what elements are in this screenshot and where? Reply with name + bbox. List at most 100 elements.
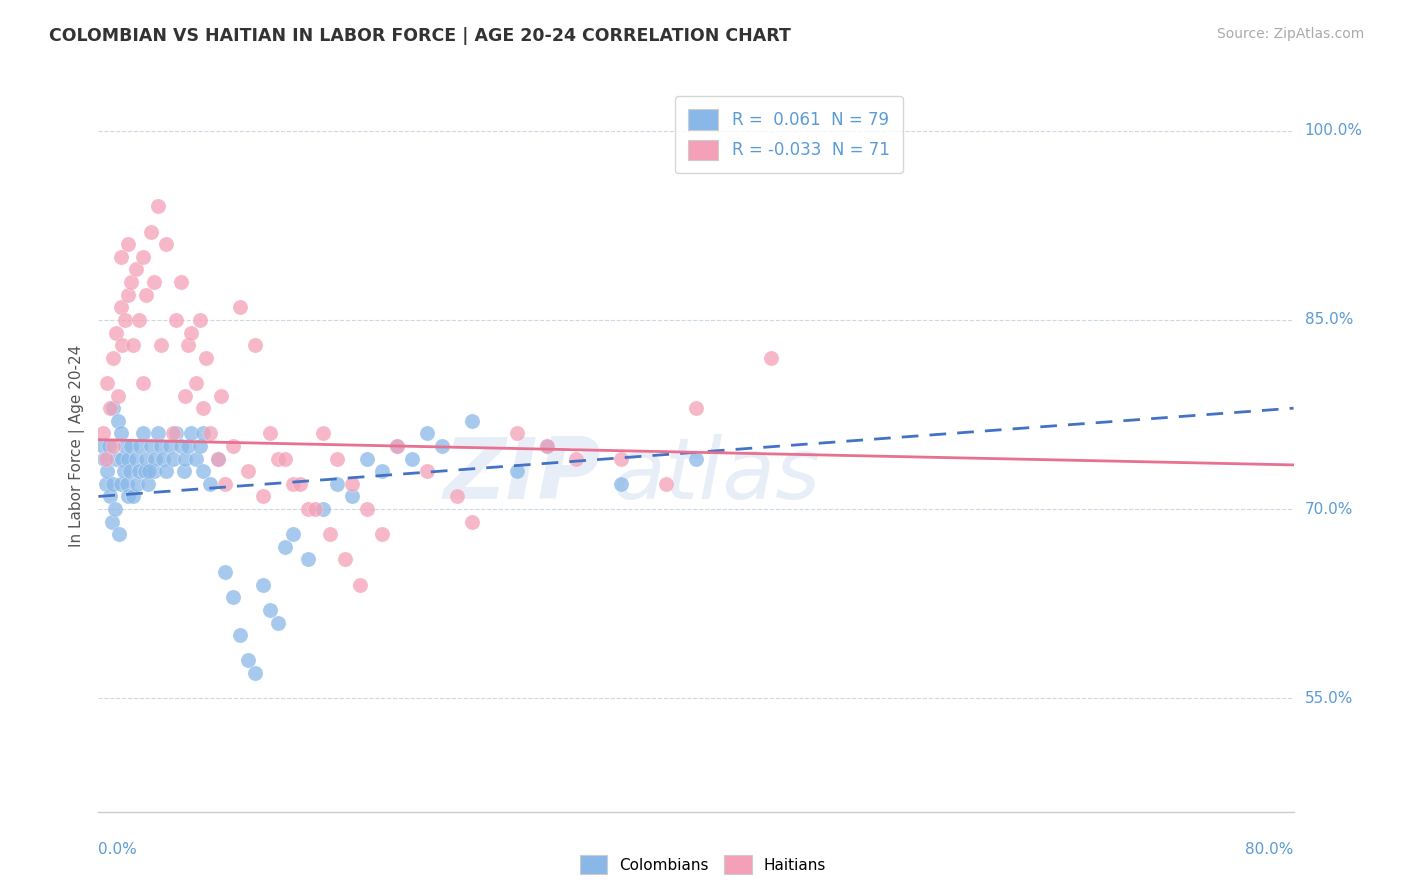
Point (333, 552, 356, 566)
Point (191, 426, 214, 441)
Point (96, 376, 118, 390)
Point (94, 476, 117, 491)
Point (401, 451, 423, 466)
Point (165, 313, 187, 327)
Point (236, 653, 259, 667)
Point (207, 451, 229, 466)
Point (98, 401, 122, 416)
Point (128, 313, 150, 327)
Text: 55.0%: 55.0% (1305, 690, 1353, 706)
Point (104, 502, 127, 516)
Point (94, 451, 117, 466)
Point (252, 490, 274, 504)
Point (229, 628, 252, 642)
Point (349, 578, 371, 592)
Point (536, 439, 558, 453)
Point (150, 439, 173, 453)
Point (180, 326, 202, 340)
Point (155, 464, 177, 478)
Point (229, 300, 252, 314)
Point (162, 451, 184, 466)
Legend: R =  0.061  N = 79, R = -0.033  N = 71: R = 0.061 N = 79, R = -0.033 N = 71 (675, 96, 903, 173)
Point (121, 490, 143, 504)
Point (297, 552, 319, 566)
Point (143, 451, 166, 466)
Point (174, 388, 197, 402)
Point (188, 439, 211, 453)
Point (120, 275, 142, 289)
Point (107, 414, 129, 428)
Point (385, 439, 409, 453)
Point (184, 451, 207, 466)
Point (236, 464, 259, 478)
Point (110, 250, 132, 264)
Point (759, 351, 782, 365)
Point (101, 515, 124, 529)
Point (117, 237, 139, 252)
Point (685, 401, 707, 416)
Point (125, 451, 148, 466)
Point (128, 464, 150, 478)
Point (132, 426, 155, 441)
Point (188, 313, 211, 327)
Point (110, 426, 132, 441)
Point (162, 426, 184, 441)
Point (150, 338, 173, 352)
Text: ZIP: ZIP (443, 434, 600, 516)
Point (245, 338, 267, 352)
Point (111, 451, 134, 466)
Point (281, 476, 304, 491)
Point (565, 451, 588, 466)
Point (105, 326, 128, 340)
Point (326, 476, 349, 491)
Text: Source: ZipAtlas.com: Source: ZipAtlas.com (1216, 27, 1364, 41)
Point (430, 439, 453, 453)
Point (371, 464, 394, 478)
Point (165, 426, 187, 441)
Point (446, 490, 468, 504)
Point (103, 439, 125, 453)
Point (121, 338, 143, 352)
Point (304, 502, 326, 516)
Point (148, 426, 170, 441)
Point (105, 451, 128, 466)
Text: atlas: atlas (613, 434, 820, 516)
Point (120, 439, 142, 453)
Point (385, 439, 409, 453)
Point (200, 476, 222, 491)
Point (297, 502, 319, 516)
Text: 85.0%: 85.0% (1305, 312, 1353, 327)
Point (311, 502, 333, 516)
Point (110, 300, 132, 314)
Point (214, 476, 236, 491)
Point (685, 451, 707, 466)
Point (138, 464, 160, 478)
Point (191, 401, 214, 416)
Point (259, 426, 281, 441)
Point (135, 287, 157, 301)
Point (129, 439, 152, 453)
Point (274, 451, 297, 466)
Point (117, 287, 139, 301)
Legend: Colombians, Haitians: Colombians, Haitians (574, 849, 832, 880)
Point (311, 426, 333, 441)
Point (506, 464, 529, 478)
Point (356, 451, 378, 466)
Point (180, 426, 202, 441)
Point (195, 351, 218, 365)
Point (169, 275, 191, 289)
Point (136, 476, 159, 491)
Point (536, 439, 558, 453)
Point (267, 451, 290, 466)
Point (655, 476, 678, 491)
Point (267, 615, 290, 630)
Text: 0.0%: 0.0% (98, 842, 138, 857)
Point (274, 540, 297, 554)
Point (319, 527, 342, 541)
Point (142, 275, 165, 289)
Point (98, 490, 122, 504)
Point (125, 262, 148, 277)
Point (152, 451, 174, 466)
Point (252, 578, 274, 592)
Point (148, 199, 170, 213)
